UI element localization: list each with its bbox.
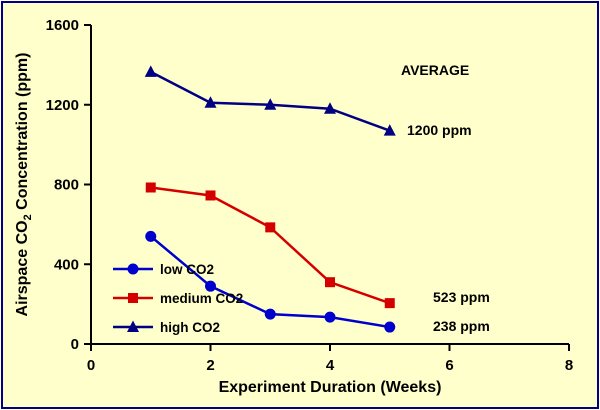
y-axis-title: Airspace CO2 Concentration (ppm) bbox=[14, 53, 34, 317]
x-tick-label: 4 bbox=[326, 357, 335, 374]
data-point-low-CO2 bbox=[205, 280, 216, 292]
data-point-medium-CO2 bbox=[145, 182, 156, 193]
annotation-AVERAGE: AVERAGE bbox=[401, 62, 469, 78]
y-tick-label: 0 bbox=[71, 336, 79, 353]
legend-label-low-CO2: low CO2 bbox=[160, 262, 214, 277]
data-point-medium-CO2 bbox=[265, 222, 276, 233]
annotation-238-ppm: 238 ppm bbox=[433, 318, 490, 334]
data-point-low-CO2 bbox=[324, 311, 336, 323]
annotation-523-ppm: 523 ppm bbox=[433, 289, 490, 305]
legend-label-high-CO2: high CO2 bbox=[160, 320, 220, 335]
legend-label-medium-CO2: medium CO2 bbox=[160, 291, 243, 306]
x-tick-label: 6 bbox=[445, 357, 453, 374]
annotation-1200-ppm: 1200 ppm bbox=[407, 122, 472, 138]
plot-svg: 0 2 4 6 8 0 400 800 1200 1600 Experiment Duration … bbox=[14, 17, 573, 396]
y-tick-label: 1200 bbox=[46, 97, 79, 114]
legend-marker-medium-CO2 bbox=[128, 293, 138, 303]
data-point-high-CO2 bbox=[204, 96, 217, 108]
y-tick-label: 800 bbox=[54, 177, 79, 194]
data-point-medium-CO2 bbox=[384, 298, 395, 309]
x-tick-label: 0 bbox=[87, 357, 95, 374]
data-point-low-CO2 bbox=[145, 230, 157, 242]
data-point-medium-CO2 bbox=[325, 277, 335, 288]
legend-marker-high-CO2 bbox=[127, 320, 139, 332]
data-point-high-CO2 bbox=[264, 98, 277, 110]
y-tick-label: 1600 bbox=[46, 17, 79, 34]
data-point-high-CO2 bbox=[324, 102, 336, 114]
series-line-medium-CO2 bbox=[150, 186, 391, 305]
data-point-high-CO2 bbox=[144, 65, 157, 77]
data-point-medium-CO2 bbox=[205, 190, 216, 201]
data-point-low-CO2 bbox=[264, 308, 276, 320]
legend-marker-low-CO2 bbox=[127, 263, 139, 275]
y-tick-label: 400 bbox=[54, 256, 79, 273]
data-point-low-CO2 bbox=[384, 321, 396, 333]
data-point-high-CO2 bbox=[383, 124, 396, 136]
x-tick-label: 2 bbox=[206, 357, 214, 374]
x-axis-title: Experiment Duration (Weeks) bbox=[219, 379, 442, 396]
x-tick-label: 8 bbox=[565, 357, 573, 374]
